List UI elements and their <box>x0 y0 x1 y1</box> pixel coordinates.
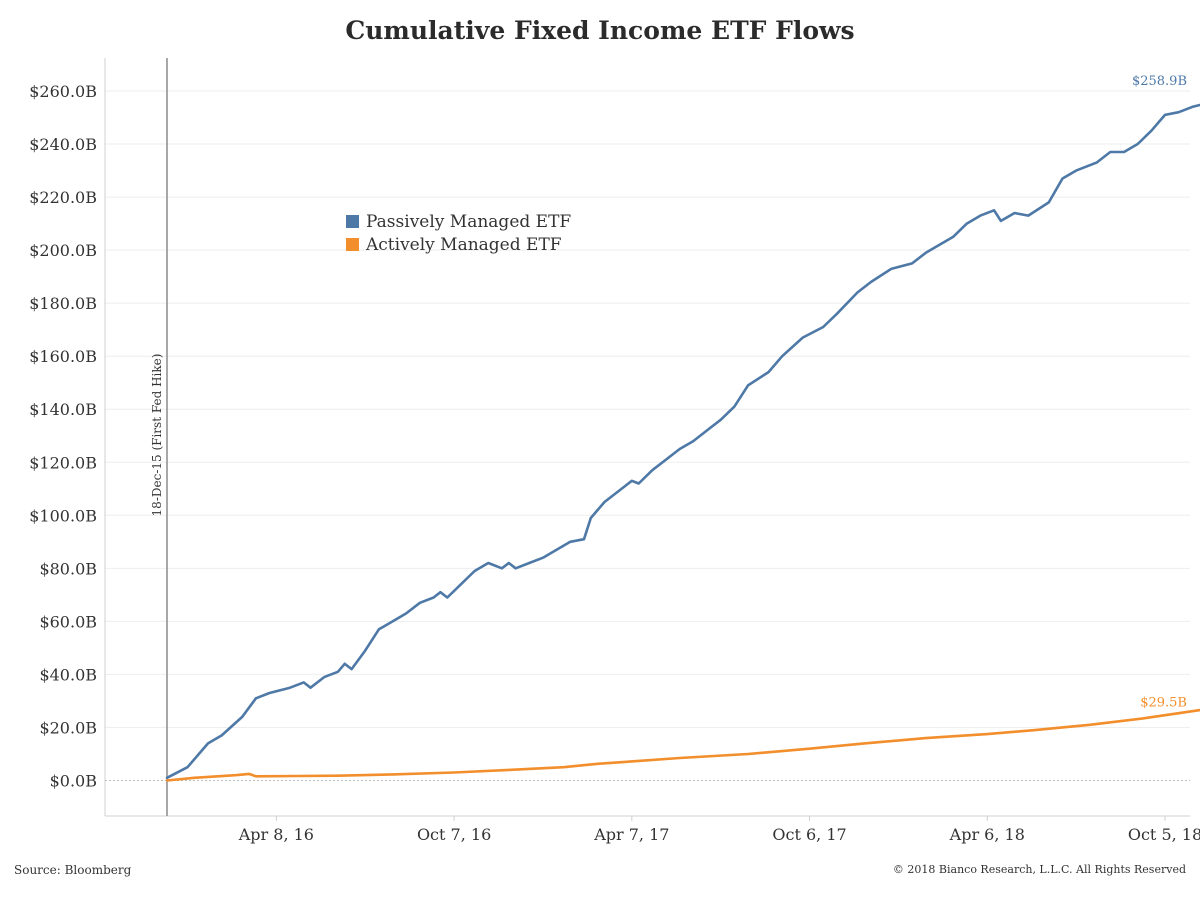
legend-item-passive: Passively Managed ETF <box>346 210 571 233</box>
x-tick-label: Apr 8, 16 <box>238 825 314 844</box>
y-tick-label: $100.0B <box>29 506 97 525</box>
y-tick-label: $180.0B <box>29 294 97 313</box>
y-tick-label: $200.0B <box>29 241 97 260</box>
y-tick-label: $80.0B <box>39 559 97 578</box>
x-axis: Apr 8, 16 Oct 7, 16 Apr 7, 17 Oct 6, 17 Apr … <box>105 815 1200 844</box>
copyright-note: © 2018 Bianco Research, L.L.C. All Right… <box>892 863 1186 876</box>
y-tick-label: $260.0B <box>29 82 97 101</box>
legend-swatch-passive <box>346 215 359 228</box>
y-tick-label: $120.0B <box>29 453 97 472</box>
y-tick-label: $140.0B <box>29 400 97 419</box>
y-tick-label: $220.0B <box>29 188 97 207</box>
end-label-active: $29.5B <box>1140 695 1187 710</box>
series-lines <box>165 103 1200 782</box>
chart-title: Cumulative Fixed Income ETF Flows <box>345 16 855 45</box>
y-tick-label: $20.0B <box>39 718 97 737</box>
source-note: Source: Bloomberg <box>14 863 132 877</box>
series-line-passive <box>165 103 1200 780</box>
legend-label-passive: Passively Managed ETF <box>366 211 572 232</box>
end-labels: $258.9B $29.5B <box>1132 74 1187 710</box>
x-tick-label: Apr 6, 18 <box>949 825 1025 844</box>
legend: Passively Managed ETF Actively Managed E… <box>346 210 571 256</box>
end-label-passive: $258.9B <box>1132 74 1187 89</box>
series-line-active <box>165 708 1200 782</box>
y-tick-label: $0.0B <box>50 772 97 791</box>
x-tick-label: Apr 7, 17 <box>593 825 669 844</box>
fed-hike-annotation: 18-Dec-15 (First Fed Hike) <box>150 58 168 816</box>
legend-label-active: Actively Managed ETF <box>366 234 562 255</box>
y-axis: $0.0B $20.0B $40.0B $60.0B $80.0B $100.0B $120… <box>29 58 106 816</box>
y-tick-label: $60.0B <box>39 612 97 631</box>
x-tick-label: Oct 5, 18 <box>1128 825 1200 844</box>
y-tick-label: $40.0B <box>39 665 97 684</box>
y-tick-label: $160.0B <box>29 347 97 366</box>
legend-swatch-active <box>346 238 359 251</box>
fed-hike-label: 18-Dec-15 (First Fed Hike) <box>150 354 164 517</box>
gridlines <box>105 90 1190 781</box>
x-tick-label: Oct 7, 16 <box>417 825 491 844</box>
x-tick-label: Oct 6, 17 <box>772 825 846 844</box>
legend-item-active: Actively Managed ETF <box>346 233 571 256</box>
y-tick-label: $240.0B <box>29 135 97 154</box>
